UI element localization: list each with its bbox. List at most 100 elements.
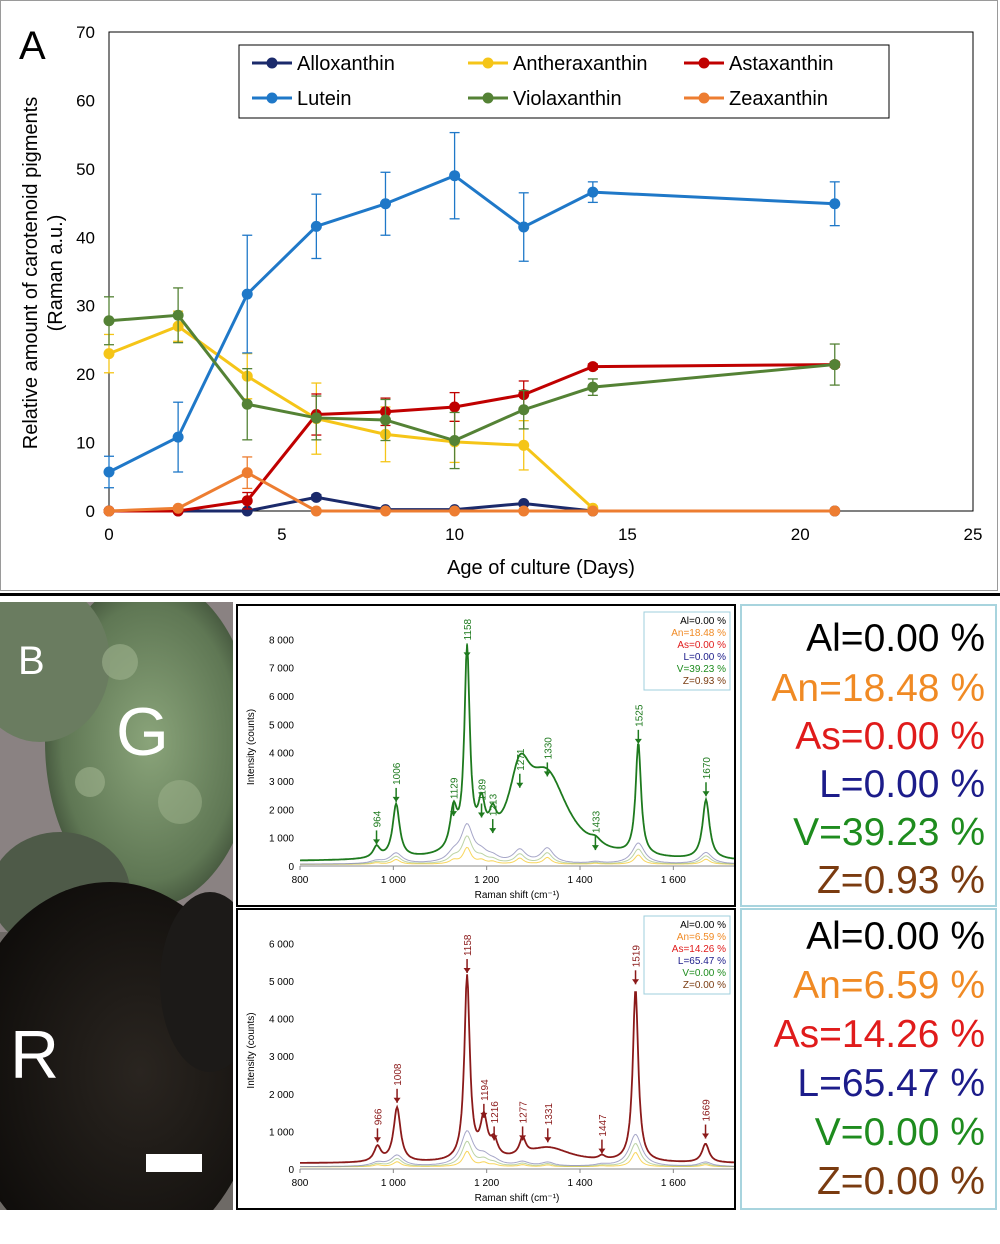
peak-marker: 1525 (634, 704, 645, 744)
data-point (241, 495, 253, 507)
peak-label: 1008 (393, 1063, 404, 1086)
y-tick-label: 2 000 (269, 1090, 294, 1101)
peak-label: 966 (373, 1108, 384, 1125)
x-tick-label: 800 (292, 875, 309, 886)
peak-marker: 1669 (702, 1099, 713, 1139)
legend-swatch-marker (482, 57, 494, 69)
data-point (172, 502, 184, 514)
series-zeaxanthin (103, 456, 841, 517)
peak-label: 1277 (519, 1101, 530, 1124)
peak-arrowhead (392, 796, 400, 802)
peak-marker: 1216 (490, 1101, 501, 1141)
data-point (241, 288, 253, 300)
peak-arrowhead (450, 811, 458, 817)
legend-swatch-marker (482, 92, 494, 104)
peak-marker: 964 (373, 810, 384, 845)
series-astaxanthin (103, 359, 841, 517)
x-tick-label: 5 (277, 525, 286, 544)
peak-arrowhead (543, 771, 551, 777)
y-tick-label: 0 (288, 862, 294, 873)
component-trace (300, 823, 735, 865)
peak-label: 1670 (702, 757, 713, 780)
pct-as: As=14.26 % (773, 1013, 985, 1056)
series-lutein (103, 131, 841, 489)
x-tick-label: 0 (104, 525, 113, 544)
peak-marker: 1213 (489, 793, 500, 834)
legend-item: Violaxanthin (468, 88, 622, 110)
peak-label: 1519 (632, 945, 643, 968)
mini-legend-entry: Al=0.00 % (680, 616, 726, 627)
y-tick-label: 7 000 (269, 664, 294, 675)
component-trace (300, 1140, 734, 1168)
data-point (829, 359, 841, 371)
mini-legend-entry: L=65.47 % (678, 956, 726, 967)
legend-item: Lutein (252, 88, 352, 110)
peak-marker: 1519 (632, 945, 643, 985)
y-tick-label: 4 000 (269, 1015, 294, 1026)
peak-label: 1330 (543, 737, 554, 760)
peak-arrowhead (632, 979, 640, 985)
data-point (310, 220, 322, 232)
y-tick-label: 0 (288, 1165, 294, 1176)
peak-marker: 1008 (393, 1063, 404, 1103)
mini-legend-entry: An=18.48 % (671, 628, 726, 639)
scale-bar (146, 1154, 202, 1172)
peak-arrowhead (598, 1148, 606, 1154)
mini-legend-entry: Z=0.00 % (683, 980, 726, 991)
data-point (103, 505, 115, 517)
peak-marker: 1331 (544, 1103, 555, 1143)
mini-legend-box (643, 611, 731, 691)
pct-l: L=0.00 % (819, 763, 985, 806)
y-tick-label: 60 (76, 91, 95, 110)
x-tick-label: 1 400 (567, 875, 592, 886)
peak-label: 1158 (463, 934, 474, 956)
micrograph: B G R (0, 602, 233, 1210)
peak-marker: 1158 (463, 618, 474, 658)
data-point (449, 170, 461, 182)
legend-box (238, 44, 890, 119)
peak-marker: 1194 (480, 1079, 491, 1118)
peak-arrowhead (463, 652, 471, 658)
peak-marker: 1189 (478, 779, 489, 818)
y-tick-label: 10 (76, 434, 95, 453)
peak-arrowhead (480, 1112, 488, 1118)
legend-item: Antheraxanthin (468, 53, 648, 75)
peak-label: 1216 (490, 1101, 501, 1124)
peak-label: 1433 (591, 810, 602, 833)
data-point (449, 505, 461, 517)
x-tick-label: 10 (445, 525, 464, 544)
legend-swatch-marker (698, 57, 710, 69)
x-tick-label: 25 (964, 525, 983, 544)
peak-marker: 1271 (516, 748, 527, 788)
pct-v: V=0.00 % (814, 1111, 985, 1154)
legend-swatch-marker (266, 92, 278, 104)
x-axis-title: Age of culture (Days) (447, 557, 635, 579)
data-point (172, 431, 184, 443)
peak-label: 1213 (489, 793, 500, 816)
panel-b-label: B (18, 639, 45, 683)
pct-al: Al=0.00 % (806, 617, 985, 660)
peak-label: 1525 (634, 704, 645, 727)
panel-a-label: A (19, 24, 46, 68)
x-axis-title: Raman shift (cm⁻¹) (475, 890, 560, 901)
peak-arrowhead (373, 1137, 381, 1143)
y-tick-label: 3 000 (269, 1052, 294, 1063)
region-r-label: R (10, 1017, 59, 1093)
peak-label: 1271 (516, 748, 527, 771)
peak-marker: 1158 (463, 934, 474, 974)
legend-item: Zeaxanthin (684, 88, 828, 110)
peak-arrowhead (373, 839, 381, 845)
x-tick-label: 800 (292, 1178, 309, 1189)
peak-arrowhead (591, 845, 599, 851)
peak-arrowhead (702, 1133, 710, 1139)
data-point (310, 505, 322, 517)
data-point (449, 401, 461, 413)
pct-z: Z=0.93 % (816, 859, 985, 902)
data-point (241, 398, 253, 410)
raman-spectrum-r: 800 1 000 1 200 1 400 1 600 0 1 000 2 000 3 000 4… (246, 915, 735, 1204)
peak-arrowhead (544, 1137, 552, 1143)
data-point (379, 414, 391, 426)
composition-g-box: Al=0.00 % An=18.48 % As=0.00 % L=0.00 % … (740, 604, 997, 907)
region-g-label: G (116, 694, 169, 770)
peak-marker: 1447 (598, 1114, 609, 1154)
